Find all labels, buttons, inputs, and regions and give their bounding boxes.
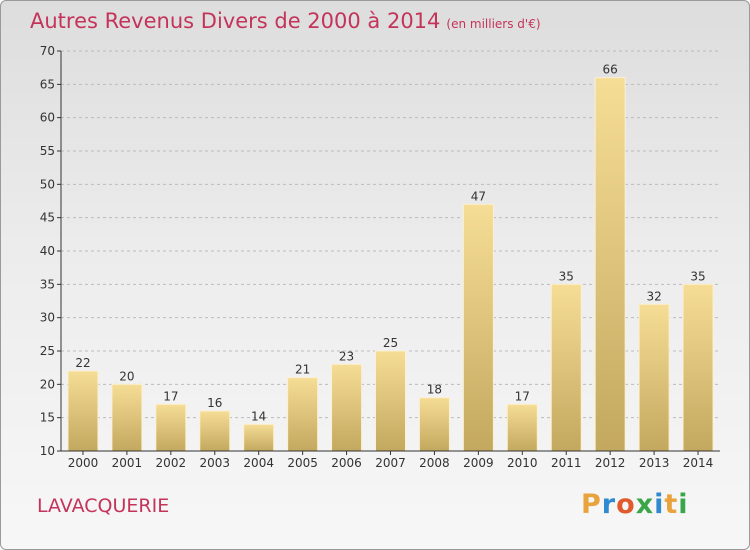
bar-2007 bbox=[375, 350, 406, 452]
bar-2014 bbox=[682, 283, 714, 452]
x-tick-label: 2003 bbox=[199, 456, 230, 470]
x-tick-label: 2014 bbox=[683, 456, 714, 470]
logo-letter: i bbox=[678, 489, 689, 520]
bar-value-label: 35 bbox=[559, 269, 574, 283]
bar-2012 bbox=[594, 77, 626, 452]
y-tick-label: 55 bbox=[40, 144, 55, 158]
y-tick-label: 45 bbox=[40, 211, 55, 225]
y-tick-label: 70 bbox=[40, 44, 55, 58]
bar-value-label: 32 bbox=[646, 289, 661, 303]
x-tick-label: 2010 bbox=[507, 456, 538, 470]
bar-value-label: 17 bbox=[163, 389, 178, 403]
proxiti-logo: Proxiti bbox=[581, 489, 689, 520]
bar-2013 bbox=[638, 303, 670, 452]
x-tick-label: 2006 bbox=[331, 456, 362, 470]
bar-value-label: 22 bbox=[75, 356, 90, 370]
logo-letter: P bbox=[581, 489, 602, 520]
title-unit: (en milliers d'€) bbox=[446, 17, 541, 31]
x-tick-label: 2012 bbox=[595, 456, 626, 470]
y-tick-label: 10 bbox=[40, 444, 55, 458]
bar-2009 bbox=[462, 203, 494, 452]
y-tick-label: 20 bbox=[40, 377, 55, 391]
bar-value-label: 47 bbox=[471, 189, 486, 203]
bar-2010 bbox=[506, 403, 538, 452]
bar-value-label: 25 bbox=[383, 336, 398, 350]
logo-letter: r bbox=[601, 489, 617, 520]
logo-letter: i bbox=[654, 489, 665, 520]
x-tick-label: 2002 bbox=[156, 456, 187, 470]
x-tick-label: 2011 bbox=[551, 456, 582, 470]
x-tick-label: 2004 bbox=[243, 456, 274, 470]
bar-2003 bbox=[199, 410, 231, 452]
y-tick-label: 50 bbox=[40, 177, 55, 191]
bars: 22 20 17 16 14 21 23 25 18 47 17 35 66 32 35 bbox=[67, 63, 714, 452]
axes: 10 15 20 25 30 35 40 45 50 55 60 65 70 2000 2001 2002 20… bbox=[40, 44, 720, 470]
bar-value-label: 20 bbox=[119, 369, 134, 383]
x-tick-label: 2001 bbox=[112, 456, 143, 470]
logo-letter: t bbox=[664, 489, 679, 520]
bar-2011 bbox=[550, 283, 582, 452]
x-tick-label: 2005 bbox=[287, 456, 318, 470]
y-tick-label: 25 bbox=[40, 344, 55, 358]
chart-title: Autres Revenus Divers de 2000 à 2014 (en … bbox=[30, 9, 541, 33]
bar-2006 bbox=[331, 363, 363, 452]
bar-value-label: 23 bbox=[339, 349, 354, 363]
y-tick-label: 65 bbox=[40, 77, 55, 91]
bar-2005 bbox=[287, 377, 319, 452]
bar-2000 bbox=[67, 370, 99, 452]
x-tick-label: 2007 bbox=[375, 456, 406, 470]
bar-value-label: 18 bbox=[427, 383, 442, 397]
title-text: Autres Revenus Divers de 2000 à 2014 bbox=[30, 9, 441, 33]
bar-value-label: 35 bbox=[690, 269, 705, 283]
commune-name: LAVACQUERIE bbox=[37, 495, 170, 517]
x-tick-label: 2008 bbox=[419, 456, 450, 470]
bar-value-label: 14 bbox=[251, 409, 266, 423]
bar-value-label: 66 bbox=[603, 63, 618, 77]
y-tick-label: 35 bbox=[40, 277, 55, 291]
logo-letter: x bbox=[635, 489, 655, 520]
bar-value-label: 21 bbox=[295, 363, 310, 377]
bar-2002 bbox=[155, 403, 187, 452]
bar-2008 bbox=[418, 397, 450, 452]
logo-letter: o bbox=[616, 489, 636, 520]
x-tick-label: 2009 bbox=[463, 456, 494, 470]
bar-value-label: 17 bbox=[515, 389, 530, 403]
x-tick-label: 2000 bbox=[68, 456, 99, 470]
y-tick-label: 15 bbox=[40, 411, 55, 425]
y-tick-label: 40 bbox=[40, 244, 55, 258]
bar-2001 bbox=[111, 383, 143, 452]
bar-value-label: 16 bbox=[207, 396, 222, 410]
bar-2004 bbox=[243, 423, 275, 452]
x-tick-label: 2013 bbox=[639, 456, 670, 470]
y-tick-label: 60 bbox=[40, 111, 55, 125]
y-tick-label: 30 bbox=[40, 311, 55, 325]
